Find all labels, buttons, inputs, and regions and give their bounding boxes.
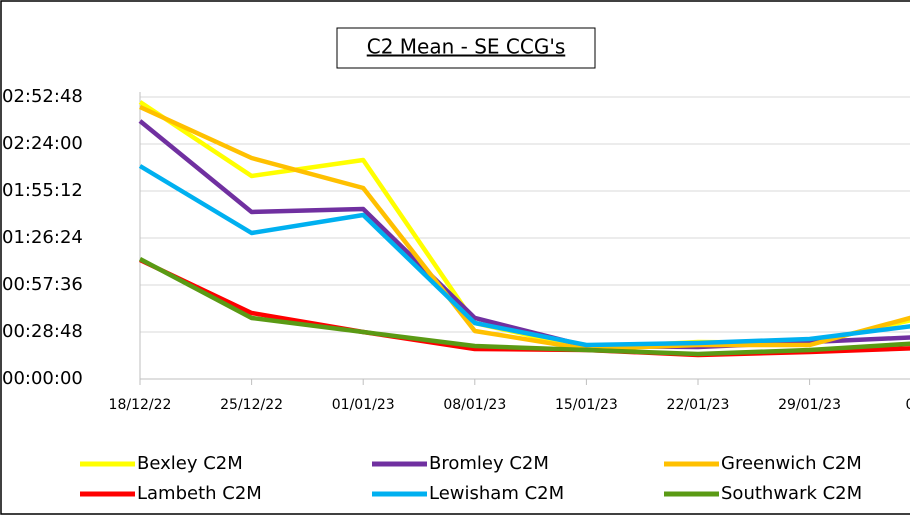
legend-label: Greenwich C2M [721,453,862,474]
x-tick-label: 18/12/22 [109,397,172,413]
x-tick-label: 08/01/23 [443,397,506,413]
title-box [336,27,596,69]
chart-title: C2 Mean - SE CCG's [367,35,566,59]
x-tick-label: 01/01/23 [332,397,395,413]
series-line [138,257,910,357]
x-tick-label: 15/01/23 [555,397,618,413]
legend-label: Bexley C2M [137,453,243,474]
y-tick-label: 02:24:00 [2,133,83,154]
x-tick-label: 22/01/23 [667,397,730,413]
series-line [138,164,910,348]
y-tick-label: 00:00:00 [2,368,83,389]
legend-label: Lewisham C2M [429,483,564,504]
series-line [138,100,910,351]
legend-label: Lambeth C2M [137,483,262,504]
x-tick-label: 25/12/22 [220,397,283,413]
y-tick-label: 01:55:12 [2,180,83,201]
y-tick-label: 00:57:36 [2,274,83,295]
legend-label: Southwark C2M [721,483,862,504]
y-tick-label: 02:52:48 [2,86,83,107]
y-tick-label: 00:28:48 [2,321,83,342]
legend-label: Bromley C2M [429,453,549,474]
y-tick-label: 01:26:24 [2,227,83,248]
x-tick-label: 29/01/23 [778,397,841,413]
x-tick-label: 05/0 [905,397,910,413]
series-line [139,104,910,352]
